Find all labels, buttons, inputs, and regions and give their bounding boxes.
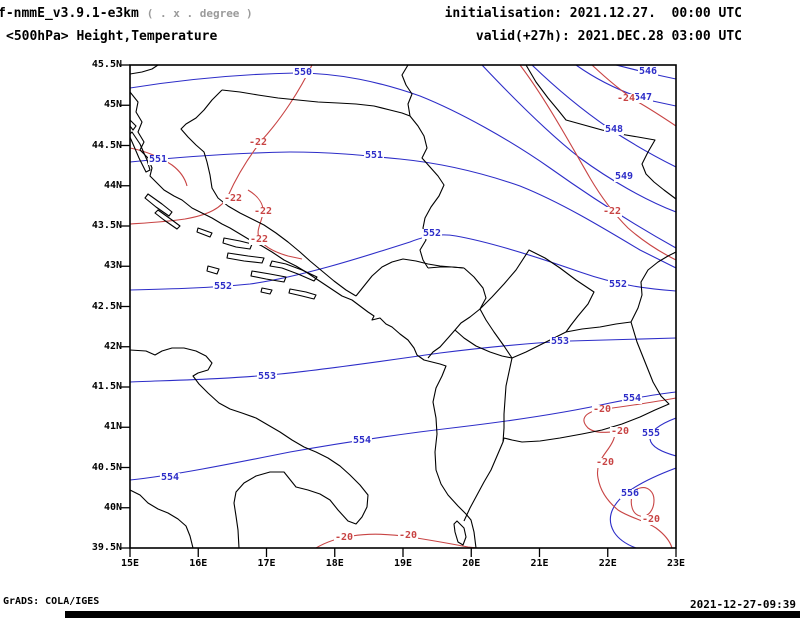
border-serbia-bulgaria	[630, 251, 676, 323]
initialisation-time: initialisation: 2021.12.27. 00:00 UTC	[444, 6, 742, 21]
field-title: <500hPa> Height,Temperature	[6, 29, 218, 44]
height-contour-551	[130, 151, 676, 269]
header-model-line: f-nmmE_v3.9.1-e3km ( . x . degree )	[0, 6, 253, 21]
adriatic-islands	[130, 119, 318, 300]
temp-contour-minus22-east	[519, 65, 676, 261]
height-contour-552	[130, 234, 676, 292]
creation-timestamp: 2021-12-27-09:39	[690, 598, 796, 611]
axis-tick-marks	[121, 64, 677, 557]
valid-time: valid(+27h): 2021.DEC.28 03:00 UTC	[475, 29, 742, 44]
border-albania-east	[454, 329, 513, 522]
height-contour-556	[609, 467, 676, 548]
temp-contour-minus20-loop	[630, 487, 655, 517]
border-montenegro-north	[355, 258, 465, 297]
border-danube-croatia-serbia	[401, 65, 413, 117]
bottom-bar	[65, 611, 800, 618]
height-contour-550	[130, 72, 676, 249]
height-contour-549	[481, 65, 676, 213]
border-drina-serbia	[409, 115, 445, 269]
coastline-adriatic-east	[130, 91, 477, 548]
grads-credit: GrADS: COLA/IGES	[3, 596, 100, 607]
model-resolution: ( . x . degree )	[146, 7, 253, 20]
coastline-italy-east	[130, 347, 369, 548]
corfu-island	[453, 520, 467, 546]
height-contour-555	[649, 417, 676, 457]
temp-contour-minus22-center	[247, 189, 303, 260]
temp-contour-minus20-south	[315, 533, 479, 548]
height-contour-546	[615, 65, 676, 80]
height-contour-547	[575, 65, 676, 107]
border-sava	[221, 89, 411, 117]
border-slovenia-croatia	[130, 65, 159, 75]
border-kosovo	[479, 249, 595, 359]
border-macedonia	[502, 321, 670, 443]
map-frame	[129, 64, 677, 549]
height-contour-554	[130, 391, 676, 481]
temp-contour-minus22-west	[130, 147, 188, 187]
border-montenegro-east	[427, 267, 487, 359]
coastline-italy-west	[130, 489, 194, 548]
model-name: f-nmmE_v3.9.1-e3km	[0, 6, 139, 21]
border-bosnia-serbia-link	[427, 266, 465, 269]
height-contour-553	[130, 337, 676, 383]
border-serbia-romania	[525, 65, 676, 200]
border-una-bosnia	[180, 89, 357, 297]
temp-contour-minus22-nw	[130, 65, 313, 225]
